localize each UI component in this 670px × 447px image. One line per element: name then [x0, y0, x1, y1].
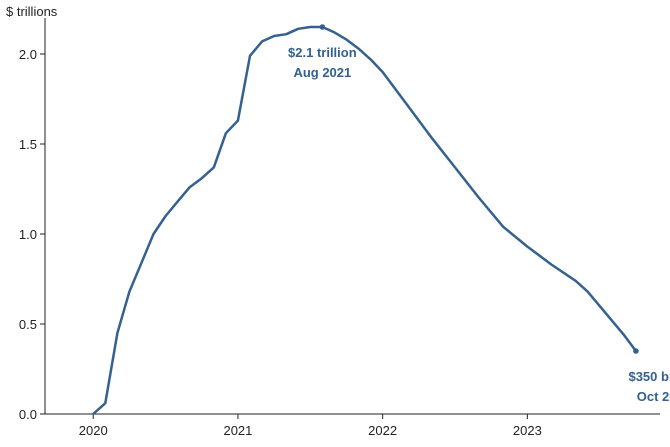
annotation-point — [319, 24, 326, 30]
annotation-date-label: Oct 2023 — [637, 389, 670, 404]
annotation-value-label: $2.1 trillion — [288, 45, 357, 60]
y-tick-label: 1.5 — [19, 137, 37, 152]
y-tick-label: 2.0 — [19, 47, 37, 62]
series-line — [91, 25, 638, 416]
y-tick-label: 0.0 — [19, 407, 37, 422]
y-tick-label: 1.0 — [19, 227, 37, 242]
x-tick-label: 2021 — [223, 423, 252, 438]
annotation-value-label: $350 billion — [628, 369, 670, 384]
annotations: $2.1 trillion Aug 2021 $350 billion Oct 202… — [288, 24, 670, 404]
annotation-point — [633, 348, 639, 354]
x-tick-label: 2020 — [79, 423, 108, 438]
y-axis-ticks: 0.0 0.5 1.0 1.5 2.0 — [19, 47, 45, 422]
x-tick-label: 2023 — [513, 423, 542, 438]
x-tick-label: 2022 — [368, 423, 397, 438]
y-tick-label: 0.5 — [19, 317, 37, 332]
x-axis-ticks: 2020 2021 2022 2023 — [79, 414, 542, 438]
annotation-date-label: Aug 2021 — [293, 65, 351, 80]
y-axis-unit-label: $ trillions — [6, 4, 58, 19]
